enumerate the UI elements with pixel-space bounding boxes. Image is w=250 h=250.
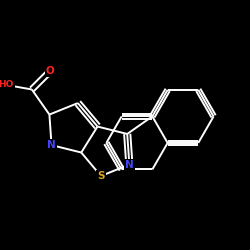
Text: HO: HO — [0, 80, 14, 90]
Text: N: N — [125, 160, 134, 170]
Text: N: N — [47, 140, 56, 150]
Text: S: S — [97, 171, 105, 181]
Text: O: O — [46, 66, 54, 76]
